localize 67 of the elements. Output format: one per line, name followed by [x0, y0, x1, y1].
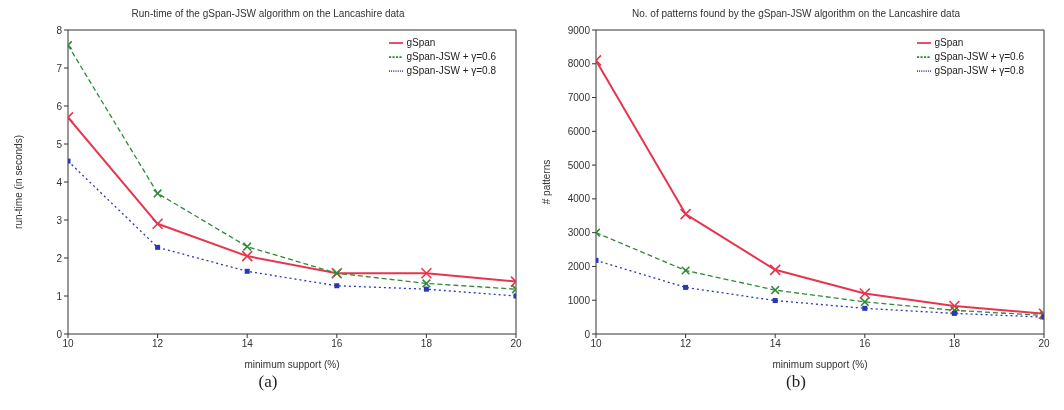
x-tick-label: 12 [152, 338, 164, 350]
text: (a) [257, 372, 279, 392]
x-tick-label: 14 [769, 338, 782, 350]
y-tick-label: 6000 [567, 125, 591, 137]
x-axis-title: minimum support (%) [244, 359, 340, 370]
point [949, 305, 959, 315]
x-tick-label: 10 [62, 338, 74, 350]
point [769, 264, 781, 276]
y-axis-title: run-time (in seconds) [12, 135, 24, 229]
y-tick-label: 3 [56, 214, 63, 226]
x-tick-label: 14 [241, 338, 254, 350]
x-tick-label: 18 [420, 338, 433, 350]
point [683, 284, 689, 290]
y-tick-label: 5 [56, 138, 63, 150]
y-tick-label: 4000 [567, 193, 591, 205]
point [153, 188, 163, 198]
y-tick-label: 2000 [567, 260, 591, 272]
y-tick-label: 7 [56, 62, 63, 74]
y-tick-label: 4 [56, 176, 63, 188]
y-tick-label: 8000 [567, 58, 591, 70]
point [862, 305, 868, 311]
point [681, 265, 691, 276]
legend-label: gSpan [934, 36, 964, 48]
x-tick-label: 16 [331, 338, 343, 350]
x-tick-label: 12 [680, 338, 692, 350]
y-tick-label: 9000 [567, 24, 591, 36]
x-tick-label: 10 [590, 338, 602, 350]
y-tick-label: 0 [56, 328, 63, 340]
y-tick-label: 1000 [567, 294, 591, 306]
point [421, 278, 431, 289]
point [772, 298, 778, 304]
point [679, 208, 692, 220]
point [948, 300, 961, 312]
point [334, 283, 340, 289]
point [770, 285, 780, 295]
y-tick-label: 6 [56, 100, 63, 112]
legend-label: gSpan-JSW + γ=0.8 [406, 64, 496, 76]
y-axis-title: # patterns [540, 159, 552, 205]
point [155, 244, 161, 250]
point [859, 287, 871, 300]
x-tick-label: 16 [859, 338, 871, 350]
x-tick-label: 20 [510, 338, 522, 350]
point [951, 310, 957, 316]
chart-title: No. of patterns found by the gSpan-JSW algorithm on the Lancashire data [631, 8, 961, 21]
point [241, 250, 253, 262]
y-tick-label: 3000 [567, 227, 591, 239]
text: (b) [785, 372, 807, 392]
point [860, 297, 870, 307]
y-tick-label: 8 [56, 24, 63, 36]
x-axis-title: minimum support (%) [772, 359, 868, 370]
point [423, 286, 429, 292]
point [420, 267, 433, 279]
chart-title: Run-time of the gSpan-JSW algorithm on the Lancashire data [130, 8, 406, 21]
point [242, 242, 252, 252]
y-tick-label: 2 [56, 252, 63, 264]
legend-label: gSpan [406, 36, 436, 48]
y-tick-label: 1 [56, 290, 63, 302]
legend-label: gSpan-JSW + γ=0.6 [934, 50, 1024, 62]
point [151, 218, 164, 230]
y-tick-label: 7000 [567, 92, 591, 104]
x-tick-label: 18 [948, 338, 961, 350]
legend-label: gSpan-JSW + γ=0.8 [934, 64, 1024, 76]
x-tick-label: 20 [1038, 338, 1050, 350]
point [244, 268, 250, 274]
y-tick-label: 0 [584, 328, 591, 340]
y-tick-label: 5000 [567, 159, 591, 171]
legend-label: gSpan-JSW + γ=0.6 [406, 50, 496, 62]
